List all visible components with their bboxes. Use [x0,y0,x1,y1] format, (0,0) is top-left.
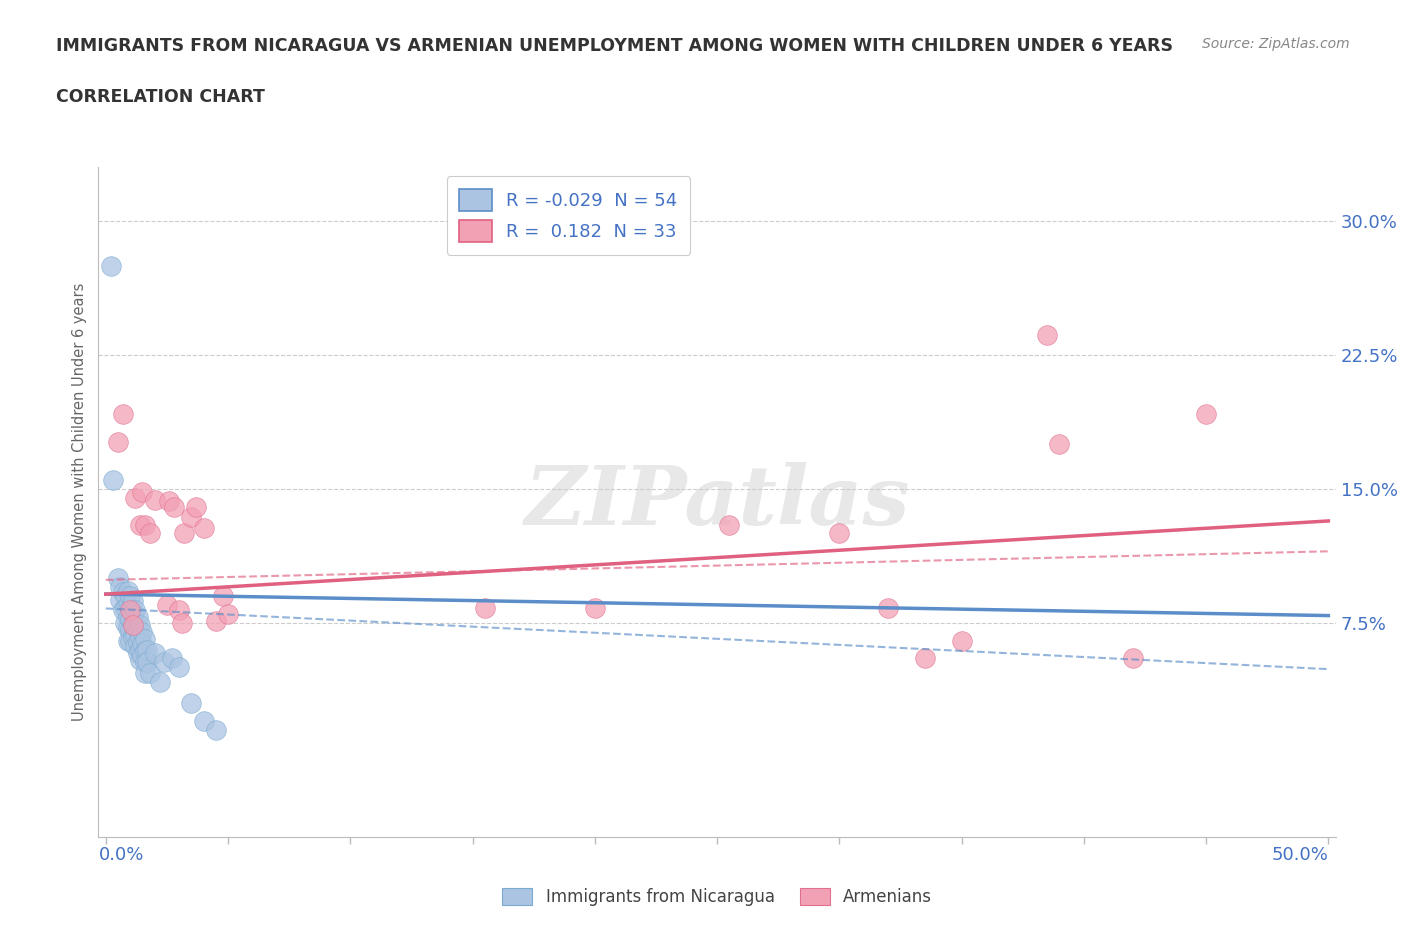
Legend: R = -0.029  N = 54, R =  0.182  N = 33: R = -0.029 N = 54, R = 0.182 N = 33 [447,177,690,255]
Point [129,517,152,532]
Point [167,660,190,675]
Point [134,631,156,646]
Point [718,517,741,532]
Point [148,674,170,689]
Point [129,630,152,644]
Point [129,618,152,632]
Point [124,603,146,618]
Point [139,665,162,680]
Point [127,622,149,637]
Point [134,665,156,680]
Point [186,499,208,514]
Point [212,589,235,604]
Point [121,618,143,632]
Point [136,642,159,657]
Point [100,259,122,273]
Point [124,639,146,654]
Point [1195,406,1218,421]
Point [131,624,153,639]
Point [153,655,176,670]
Point [204,723,226,737]
Point [127,635,149,650]
Point [180,510,202,525]
Point [120,633,142,648]
Point [129,642,152,657]
Text: Source: ZipAtlas.com: Source: ZipAtlas.com [1202,37,1350,51]
Point [124,628,146,643]
Point [828,526,851,541]
Point [217,606,239,621]
Point [131,647,153,662]
Point [120,603,142,618]
Point [160,651,183,666]
Y-axis label: Unemployment Among Women with Children Under 6 years: Unemployment Among Women with Children U… [72,283,87,722]
Point [583,601,606,616]
Point [111,603,134,618]
Text: CORRELATION CHART: CORRELATION CHART [56,88,266,106]
Point [114,616,136,631]
Point [136,655,159,670]
Point [127,645,149,660]
Point [163,499,186,514]
Point [117,597,139,612]
Point [204,614,226,629]
Point [110,592,132,607]
Point [120,601,142,616]
Point [193,521,215,536]
Point [157,494,180,509]
Point [139,526,162,541]
Point [121,618,143,633]
Point [121,594,143,609]
Point [134,644,156,658]
Point [111,585,134,600]
Point [117,633,139,648]
Point [114,589,136,604]
Point [134,517,156,532]
Point [167,603,190,618]
Text: 0.0%: 0.0% [98,846,143,864]
Point [193,713,215,728]
Point [173,526,195,541]
Point [131,485,153,499]
Point [143,645,166,660]
Point [121,606,143,621]
Point [1122,651,1144,666]
Text: ZIPatlas: ZIPatlas [524,462,910,542]
Point [120,589,142,604]
Point [107,435,129,450]
Legend: Immigrants from Nicaragua, Armenians: Immigrants from Nicaragua, Armenians [495,881,939,912]
Point [950,633,973,648]
Point [877,601,900,616]
Point [111,406,134,421]
Point [1047,437,1070,452]
Point [101,472,124,487]
Point [131,637,153,652]
Point [129,653,152,668]
Point [134,655,156,670]
Point [180,696,202,711]
Point [120,622,142,637]
Point [120,612,142,627]
Text: IMMIGRANTS FROM NICARAGUA VS ARMENIAN UNEMPLOYMENT AMONG WOMEN WITH CHILDREN UND: IMMIGRANTS FROM NICARAGUA VS ARMENIAN UN… [56,37,1173,55]
Point [110,579,132,594]
Point [121,630,143,644]
Point [107,571,129,586]
Text: 50.0%: 50.0% [1271,846,1329,864]
Point [143,492,166,507]
Point [914,651,936,666]
Point [124,616,146,631]
Point [1036,327,1059,342]
Point [156,597,179,612]
Point [114,601,136,616]
Point [170,616,193,631]
Point [117,583,139,598]
Point [474,601,496,616]
Point [117,610,139,625]
Point [127,610,149,625]
Point [124,490,146,505]
Point [117,620,139,635]
